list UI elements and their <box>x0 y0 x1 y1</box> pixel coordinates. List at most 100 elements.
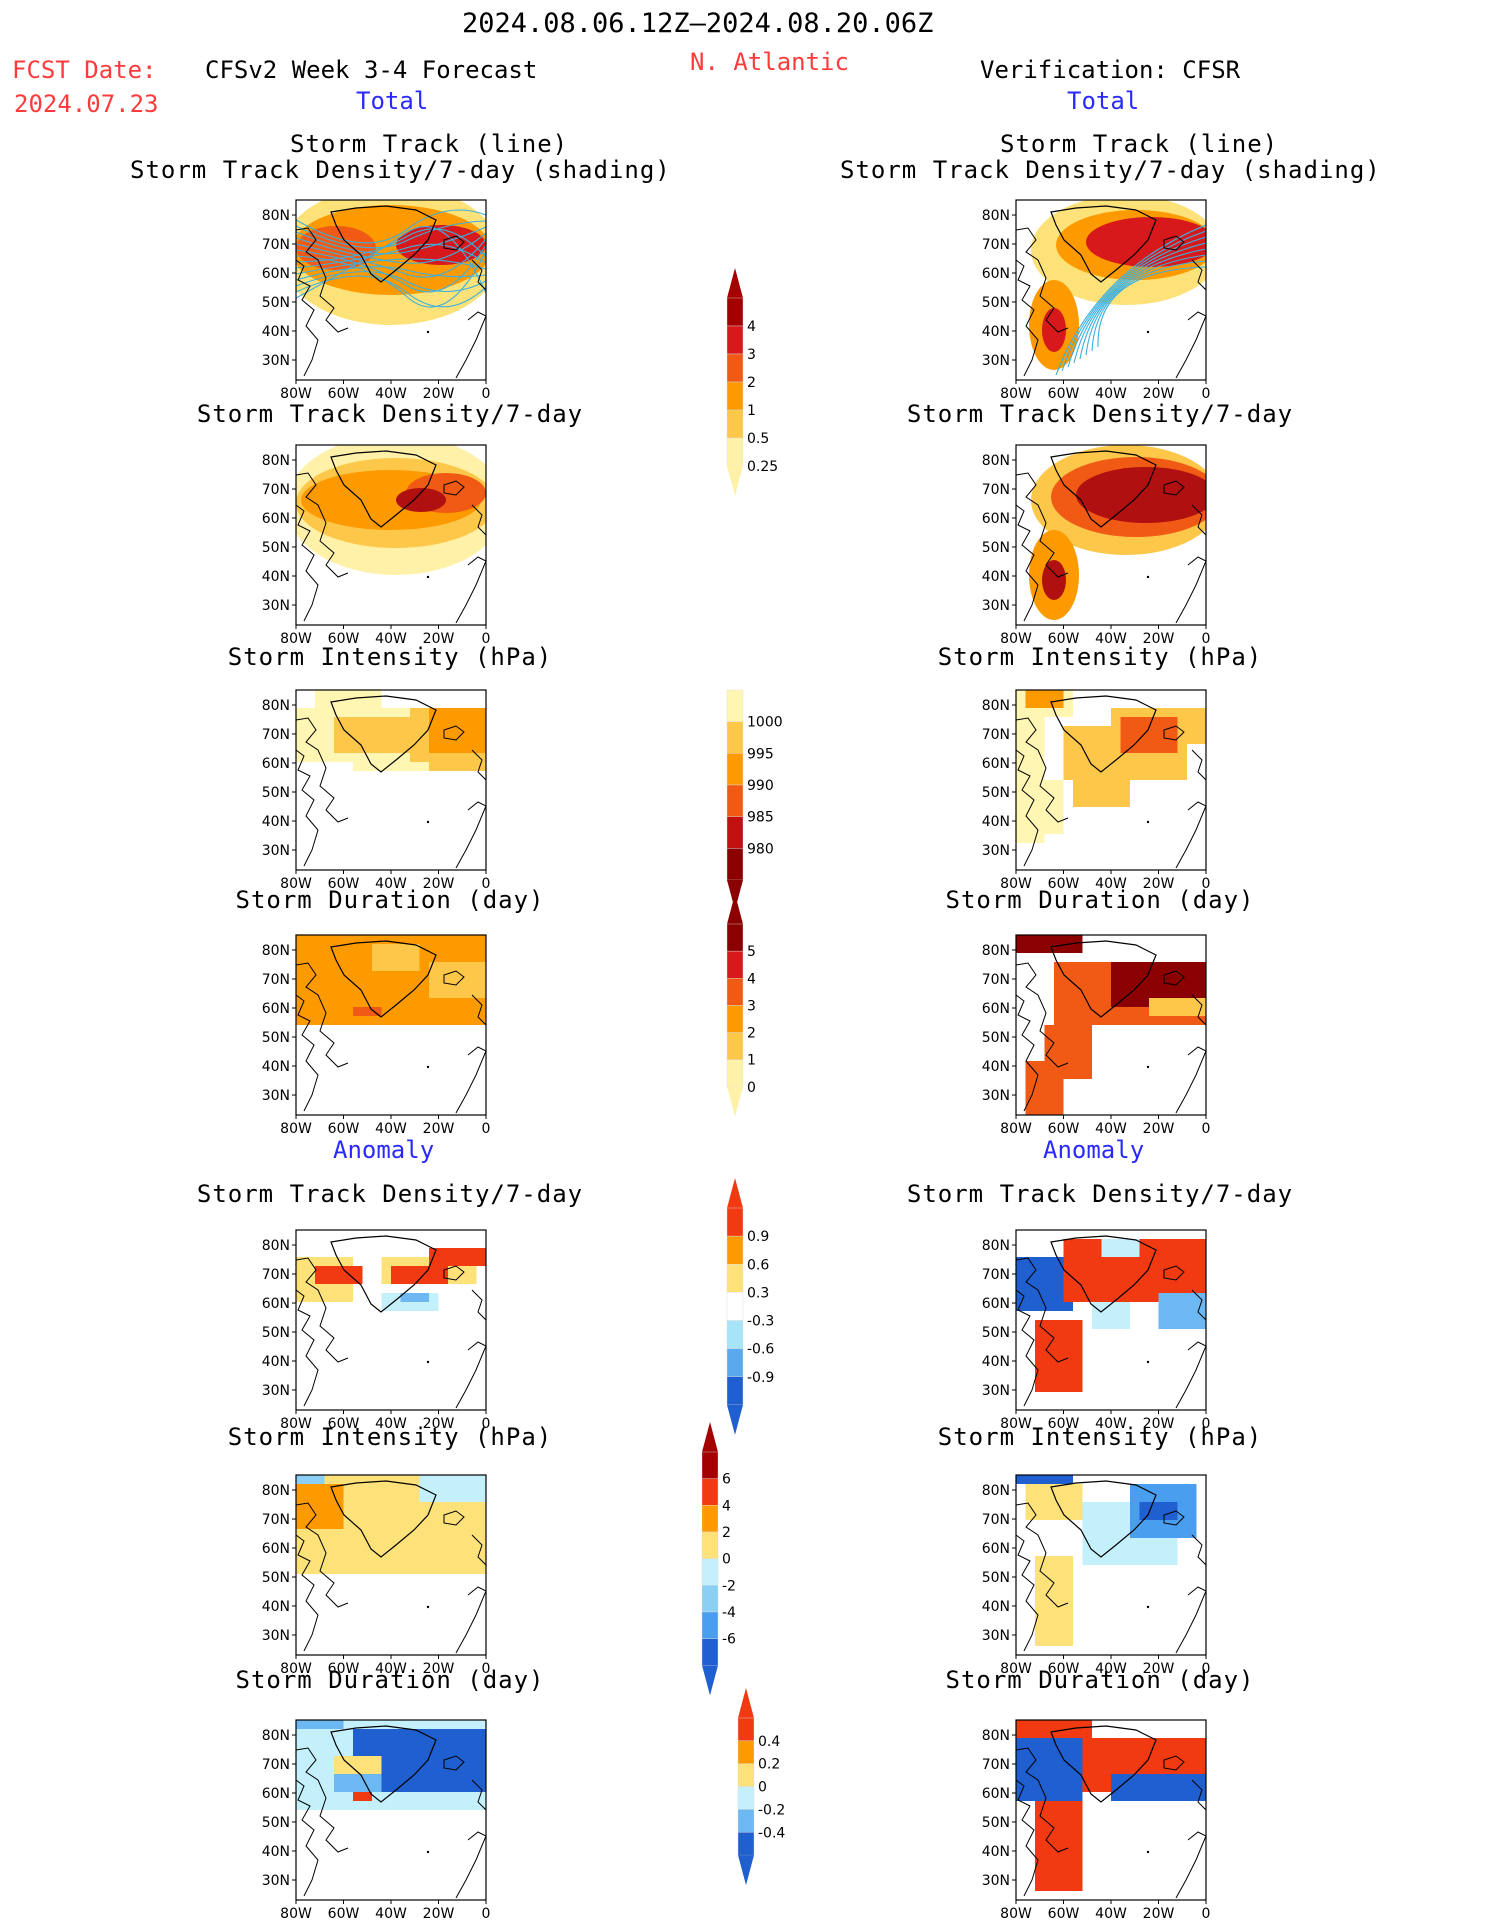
right-track-shading-title: Storm Track Density/7-day (shading) <box>840 156 1381 184</box>
colorbar-segment <box>737 1740 755 1764</box>
region-title: N. Atlantic <box>690 48 849 76</box>
lat-tick-label: 40N <box>982 1059 1010 1075</box>
lon-tick-label: 60W <box>328 1121 360 1137</box>
map-panel: 80N 70N 60N 50N 40N 30N 80W 60W 40W 20W 0 <box>982 1719 1210 1922</box>
lon-tick-label: 40W <box>375 1661 407 1677</box>
colorbar-top-arrow <box>727 1178 743 1208</box>
lon-tick-label: 80W <box>1000 1906 1032 1922</box>
lat-tick-label: 70N <box>262 727 290 743</box>
colorbar-label: 4 <box>747 319 756 335</box>
north-america-coast <box>1016 1257 1069 1363</box>
colorbar-label: 0.6 <box>747 1257 769 1273</box>
density-contour <box>1042 560 1066 600</box>
greenland-coast <box>1050 695 1157 773</box>
colorbar-top-arrow <box>727 268 743 298</box>
colorbar-label: -4 <box>722 1605 736 1621</box>
colorbar-segment <box>726 325 744 355</box>
lat-tick-label: 60N <box>262 1541 290 1557</box>
lat-tick-label: 80N <box>262 1728 290 1744</box>
lat-tick-label: 80N <box>262 208 290 224</box>
lat-tick-label: 30N <box>982 598 1010 614</box>
map-fill <box>296 200 486 379</box>
map-fill <box>1016 1475 1206 1654</box>
north-america-coast <box>296 1747 349 1853</box>
lat-tick-label: 80N <box>982 943 1010 959</box>
lat-tick-label: 80N <box>262 1238 290 1254</box>
colorbar-label: 0 <box>747 1080 756 1096</box>
map-fill <box>296 1475 486 1654</box>
lon-tick-label: 80W <box>1000 1416 1032 1432</box>
grid-cell <box>1025 780 1064 834</box>
azores-dot <box>1146 1605 1150 1609</box>
colorbar-segment <box>701 1478 719 1506</box>
lat-tick-label: 60N <box>262 1296 290 1312</box>
colorbar-segment <box>726 1005 744 1033</box>
lon-tick-label: 0 <box>482 386 491 402</box>
lat-tick-label: 40N <box>262 569 290 585</box>
lat-tick-label: 50N <box>982 785 1010 801</box>
colorbar-label: 0.5 <box>747 431 769 447</box>
map-panel: 80N 70N 60N 50N 40N 30N 80W 60W 40W 20W 0 <box>262 1474 490 1677</box>
lon-tick-label: 20W <box>423 1906 455 1922</box>
density-contour <box>1076 467 1206 523</box>
grid-cell <box>1035 1801 1083 1891</box>
azores-dot <box>1146 330 1150 334</box>
colorbar-segment <box>726 1032 744 1060</box>
colorbar-label: 1 <box>747 1053 756 1069</box>
lat-tick-label: 70N <box>982 237 1010 253</box>
colorbar-label: -2 <box>722 1578 736 1594</box>
lon-tick-label: 20W <box>423 1661 455 1677</box>
lon-tick-label: 60W <box>1048 1906 1080 1922</box>
lat-tick-label: 50N <box>982 540 1010 556</box>
colorbar-segment <box>726 1348 744 1377</box>
east-coast <box>1016 749 1039 867</box>
right-duration-title: Storm Duration (day) <box>945 886 1255 914</box>
colorbar-segment <box>726 297 744 327</box>
colorbar-label: 0.2 <box>758 1757 780 1773</box>
lat-tick-label: 60N <box>982 266 1010 282</box>
colorbar-label: 1 <box>747 403 756 419</box>
east-coast <box>296 1779 319 1897</box>
lon-tick-label: 40W <box>375 631 407 647</box>
storm-track-line <box>1073 242 1206 364</box>
north-america-coast <box>1016 717 1069 823</box>
east-coast <box>1016 1779 1039 1897</box>
colorbar-segment <box>726 816 744 849</box>
lat-tick-label: 60N <box>982 511 1010 527</box>
colorbar-label: -6 <box>722 1632 736 1648</box>
lat-tick-label: 40N <box>982 1354 1010 1370</box>
lat-tick-label: 70N <box>262 972 290 988</box>
lat-tick-label: 50N <box>262 1570 290 1586</box>
lon-tick-label: 60W <box>1048 876 1080 892</box>
lat-tick-label: 80N <box>262 453 290 469</box>
verification-title: Verification: CFSR <box>980 56 1241 84</box>
lat-tick-label: 50N <box>262 1815 290 1831</box>
grid-cell <box>296 1484 344 1529</box>
lon-tick-label: 20W <box>423 1121 455 1137</box>
storm-track-line <box>296 209 486 244</box>
east-coast <box>1016 1534 1039 1652</box>
lon-tick-label: 80W <box>280 631 312 647</box>
lon-tick-label: 60W <box>328 1416 360 1432</box>
right-density-title: Storm Track Density/7-day <box>906 400 1294 428</box>
east-coast <box>1016 1289 1039 1407</box>
map-panel: 80N 70N 60N 50N 40N 30N 80W 60W 40W 20W 0 <box>982 1229 1210 1432</box>
left-density-title: Storm Track Density/7-day <box>196 400 584 428</box>
iceland-coast <box>443 235 465 251</box>
colorbar-segment <box>726 721 744 754</box>
storm-track-line <box>296 271 486 293</box>
map-panel: 80N 70N 60N 50N 40N 30N 80W 60W 40W 20W 0 <box>982 199 1210 402</box>
grid-cell <box>391 1266 448 1284</box>
north-america-coast <box>296 1502 349 1608</box>
lat-tick-label: 40N <box>982 324 1010 340</box>
iceland-coast <box>1163 1510 1185 1526</box>
azores-dot <box>1146 820 1150 824</box>
east-coast <box>1016 994 1039 1112</box>
colorbar-label: 6 <box>722 1472 731 1488</box>
lat-tick-label: 60N <box>262 1001 290 1017</box>
lon-tick-label: 40W <box>375 1416 407 1432</box>
iceland-coast <box>1163 235 1185 251</box>
grid-cell <box>1025 690 1064 708</box>
lat-tick-label: 30N <box>982 1088 1010 1104</box>
